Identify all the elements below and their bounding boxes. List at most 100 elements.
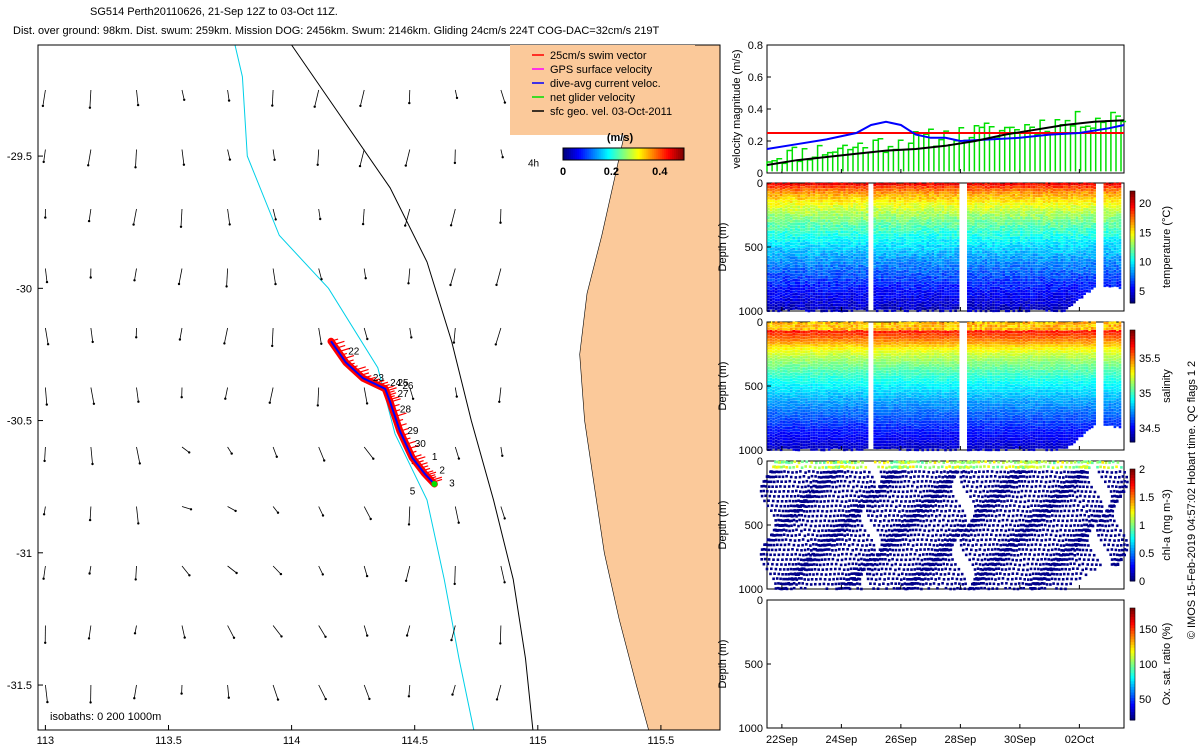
time-label: 4h [528, 159, 539, 170]
profile-sample [891, 284, 894, 287]
profile-sample [914, 189, 917, 192]
dive-number-label: 3 [449, 479, 455, 490]
profile-sample [830, 239, 833, 242]
profile-sample [836, 239, 839, 242]
profile-sample [790, 246, 793, 249]
profile-sample [793, 231, 796, 234]
profile-sample [787, 242, 790, 245]
profile-sample [906, 301, 909, 304]
surface-velocity-arrow-head [223, 342, 225, 344]
profile-sample [894, 267, 897, 270]
dive-number-label: 27 [397, 389, 409, 400]
profile-sample [820, 301, 823, 304]
profile-sample [876, 222, 879, 225]
profile-sample [820, 189, 823, 192]
profile-sample [803, 276, 806, 279]
profile-sample [866, 264, 869, 267]
profile-sample [780, 213, 783, 216]
profile-sample [833, 301, 836, 304]
profile-sample [896, 192, 899, 195]
profile-sample [884, 281, 887, 284]
profile-sample [846, 183, 849, 186]
surface-velocity-arrow-head [276, 456, 278, 458]
profile-sample [911, 262, 914, 265]
profile-sample [879, 186, 882, 189]
profile-sample [914, 305, 917, 308]
profile-sample [818, 225, 821, 228]
profile-sample [803, 296, 806, 299]
profile-sample [841, 267, 844, 270]
profile-sample [777, 279, 780, 282]
profile-sample [815, 228, 818, 231]
profile-sample [805, 264, 808, 267]
profile-sample [843, 264, 846, 267]
profile-sample [873, 243, 876, 246]
profile-sample [838, 304, 841, 307]
profile-sample [858, 265, 861, 268]
profile-sample [863, 192, 866, 195]
profile-sample [879, 256, 882, 259]
profile-sample [785, 284, 788, 287]
profile-sample [805, 222, 808, 225]
profile-sample [830, 183, 833, 186]
profile-sample [891, 205, 894, 208]
profile-sample [873, 291, 876, 294]
profile-sample [828, 304, 831, 307]
profile-sample [800, 217, 803, 220]
profile-sample [879, 273, 882, 276]
profile-sample [876, 211, 879, 214]
profile-sample [899, 265, 902, 268]
profile-sample [833, 205, 836, 208]
profile-sample [884, 208, 887, 211]
profile-sample [838, 202, 841, 205]
surface-velocity-arrow-head [46, 701, 48, 703]
profile-sample [873, 186, 876, 189]
profile-sample [795, 194, 798, 197]
profile-sample [785, 279, 788, 282]
profile-sample [767, 250, 770, 253]
profile-sample [911, 248, 914, 251]
profile-sample [775, 279, 778, 282]
profile-sample [800, 299, 803, 302]
profile-sample [800, 209, 803, 212]
profile-sample [879, 270, 882, 273]
profile-sample [899, 296, 902, 299]
profile-sample [800, 248, 803, 251]
profile-sample [770, 307, 773, 310]
profile-sample [803, 293, 806, 296]
profile-sample [909, 217, 912, 220]
profile-sample [909, 220, 912, 223]
profile-sample [841, 256, 844, 259]
profile-sample [795, 248, 798, 251]
surface-velocity-arrow-head [405, 164, 407, 166]
profile-sample [838, 293, 841, 296]
profile-sample [782, 262, 785, 265]
profile-sample [785, 208, 788, 211]
surface-velocity-arrow-head [179, 338, 181, 340]
profile-sample [881, 307, 884, 310]
profile-sample [863, 237, 866, 240]
profile-sample [828, 217, 831, 220]
profile-sample [851, 214, 854, 217]
profile-sample [770, 189, 773, 192]
profile-sample [894, 304, 897, 307]
profile-sample [881, 242, 884, 245]
profile-sample [803, 282, 806, 285]
profile-sample [777, 293, 780, 296]
profile-sample [813, 191, 816, 194]
profile-sample [838, 233, 841, 236]
profile-sample [856, 246, 859, 249]
profile-sample [838, 281, 841, 284]
profile-sample [876, 301, 879, 304]
profile-sample [853, 211, 856, 214]
surface-velocity-arrow [227, 269, 228, 287]
profile-sample [793, 262, 796, 265]
surface-velocity-arrow [319, 209, 321, 219]
profile-sample [843, 219, 846, 222]
profile-sample [820, 273, 823, 276]
profile-sample [886, 217, 889, 220]
profile-sample [833, 191, 836, 194]
profile-sample [858, 273, 861, 276]
profile-sample [894, 191, 897, 194]
profile-sample [795, 231, 798, 234]
